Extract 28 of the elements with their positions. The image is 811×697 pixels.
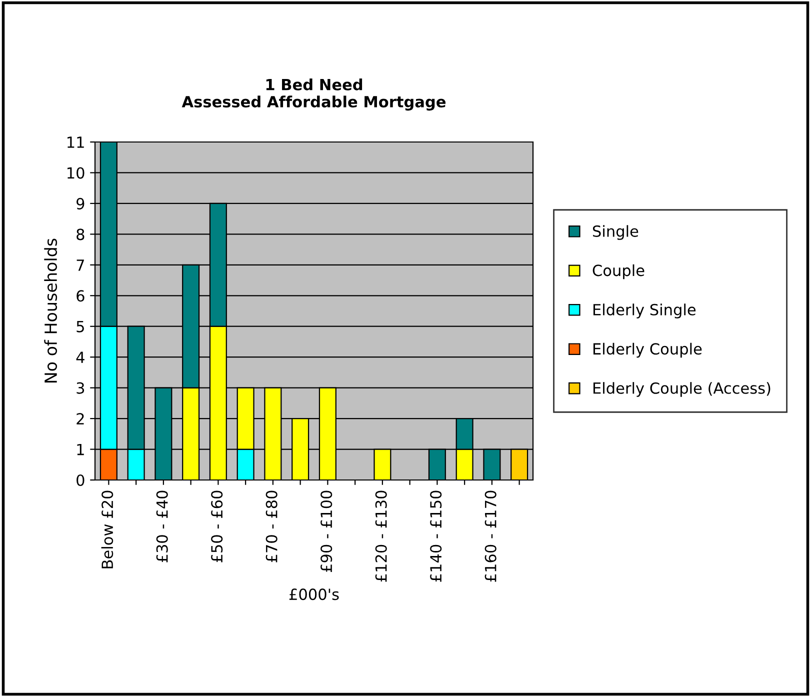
x-tick-label: £50 - £60: [211, 490, 223, 562]
legend-label: Elderly Couple (Access): [593, 382, 770, 397]
y-tick-label: 7: [76, 260, 84, 271]
x-tick-label: Below £20: [101, 490, 114, 568]
y-tick-label: 0: [76, 474, 84, 486]
y-tick-label: 10: [68, 167, 84, 179]
x-tick-label: £160 - £170: [484, 490, 496, 582]
y-tick-label: 5: [76, 321, 84, 332]
legend-label: Elderly Single: [593, 304, 696, 318]
y-tick-label: 1: [77, 444, 84, 456]
x-tick-label: £30 - £40: [156, 490, 168, 562]
y-tick-label: 3: [76, 382, 84, 394]
x-axis-title: £000's: [289, 588, 339, 600]
legend-label: Single: [592, 225, 638, 240]
x-tick-label: £120 - £130: [375, 490, 387, 582]
y-tick-label: 11: [68, 136, 84, 148]
y-tick-label: 9: [76, 198, 84, 210]
x-tick-label: £140 - £150: [430, 490, 442, 582]
y-tick-label: 4: [76, 352, 84, 363]
chart-title: 1 Bed Need Assessed Affordable Mortgage: [182, 78, 446, 111]
legend-label: Elderly Couple: [593, 342, 702, 358]
x-tick-label: £90 - £100: [320, 490, 332, 572]
y-tick-label: 2: [76, 413, 84, 424]
y-tick-label: 8: [76, 228, 84, 240]
x-tick-label: £70 - £80: [266, 490, 278, 562]
y-tick-label: 6: [76, 290, 84, 302]
legend-label: Couple: [592, 264, 644, 280]
y-axis-title: No of Households: [44, 238, 58, 382]
